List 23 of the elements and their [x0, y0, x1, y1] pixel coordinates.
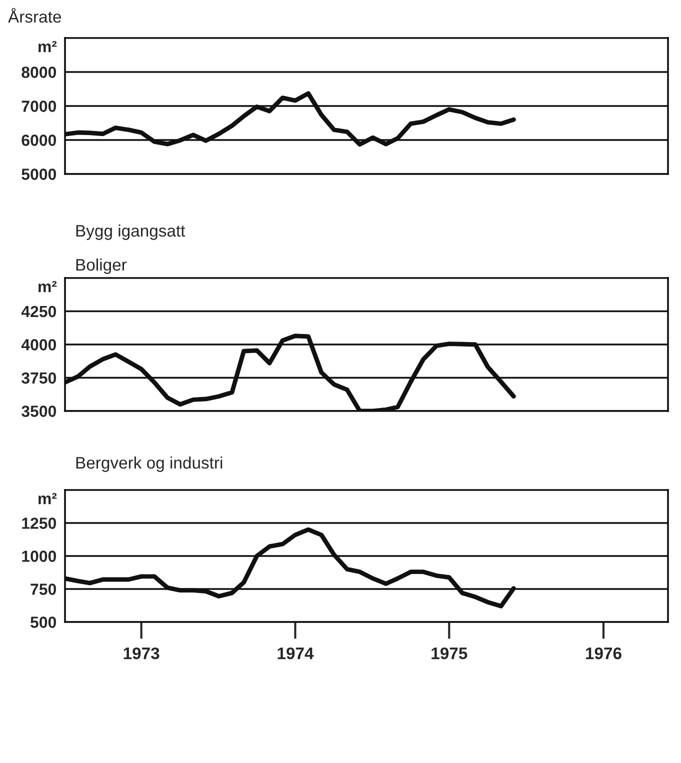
y-tick-label: 4000 — [21, 339, 56, 350]
x-tick-label: 1974 — [278, 647, 314, 660]
y-tick-label: 8000 — [22, 66, 56, 78]
y-tick-label: 500 — [30, 616, 56, 628]
y-tick-label: 3500 — [22, 406, 56, 417]
y-axis-title: m² — [38, 41, 57, 52]
chart-title: Årsrate — [8, 8, 61, 23]
y-axis-title: m² — [38, 493, 57, 504]
y-tick-label: 750 — [30, 584, 56, 595]
y-tick-label: 4250 — [21, 306, 56, 318]
y-tick-label: 1000 — [22, 550, 56, 562]
y-axis-title: m² — [38, 281, 57, 292]
chart-title: Bygg igangsatt — [76, 224, 186, 240]
y-tick-label: 3750 — [22, 372, 56, 384]
y-tick-label: 7000 — [22, 100, 56, 112]
y-tick-label: 6000 — [22, 134, 56, 146]
chart-title: Bergverk og industri — [76, 456, 222, 472]
x-tick-label: 1973 — [124, 647, 160, 660]
y-tick-label: 5000 — [22, 168, 56, 180]
x-tick-label: 1975 — [432, 647, 468, 660]
x-tick-label: 1976 — [586, 647, 622, 660]
chart-subtitle: Boliger — [76, 258, 127, 274]
y-tick-label: 1250 — [22, 518, 56, 529]
